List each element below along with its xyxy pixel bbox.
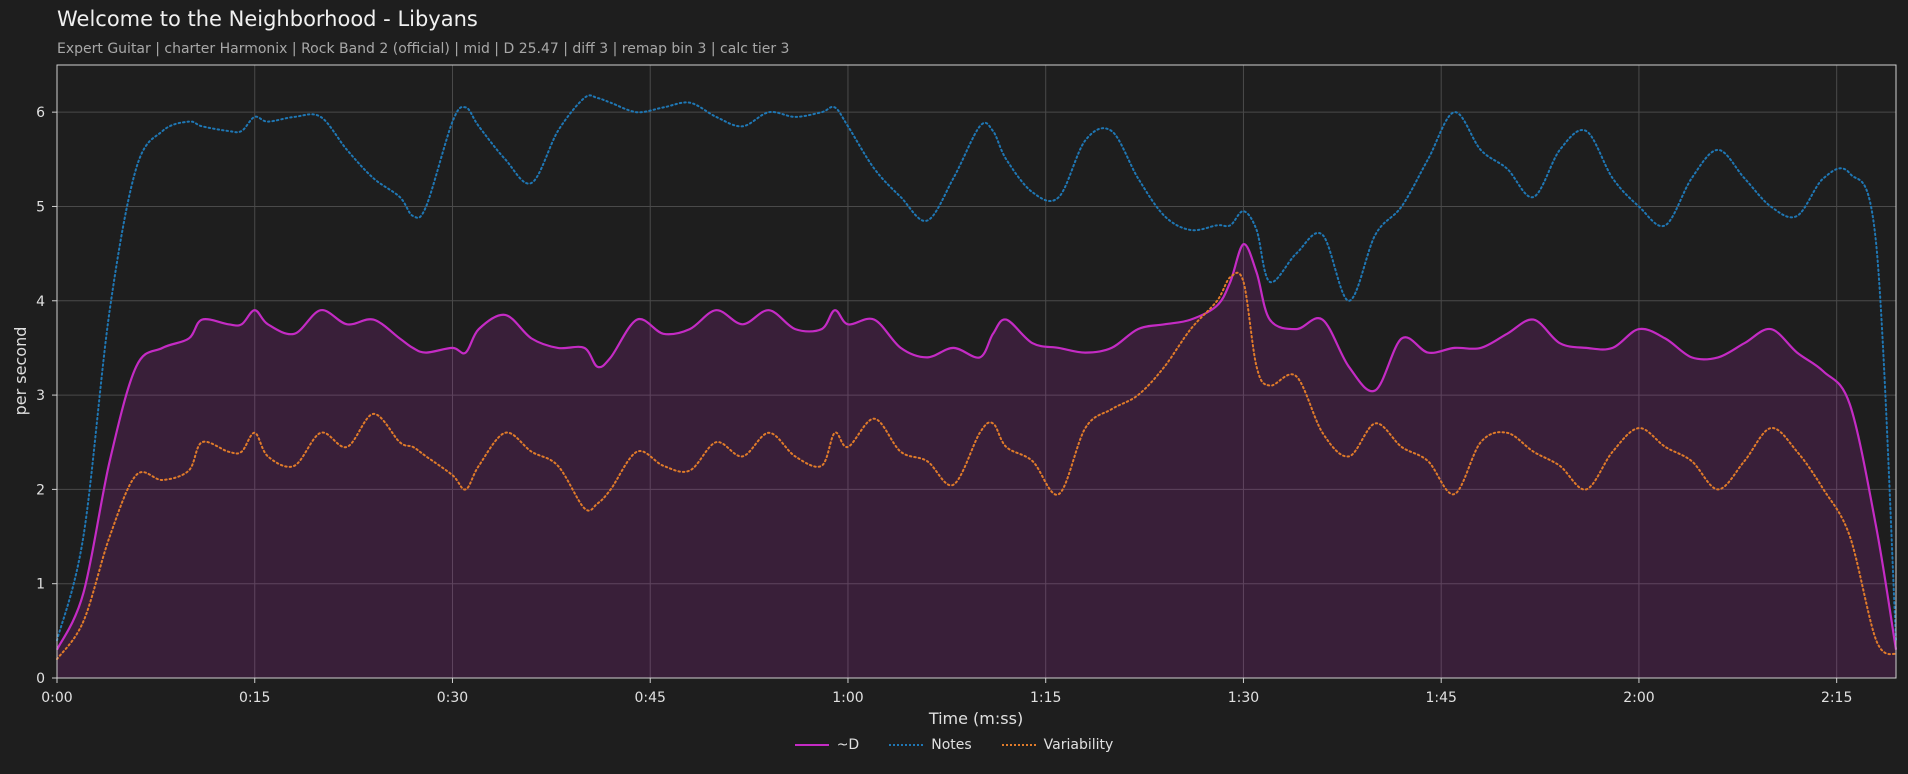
x-tick-label: 2:15: [1821, 690, 1852, 706]
x-axis-ticks: 0:00 0:15 0:30 0:45 1:00 1:15 1:30 1:45 2:00 2:15: [41, 678, 1852, 706]
series-line-d: [56, 243, 1898, 651]
x-tick-label: 1:30: [1228, 690, 1259, 706]
x-axis-label: Time (m:ss): [928, 709, 1023, 728]
line-chart: 0:00 0:15 0:30 0:45 1:00 1:15 1:30 1:45 2:00 2:15…: [11, 64, 1898, 728]
x-tick-label: 2:00: [1623, 690, 1654, 706]
y-tick-label: 3: [36, 388, 45, 404]
y-axis-ticks: 0 1 2 3 4 5 6: [36, 105, 57, 687]
chart-subtitle: Expert Guitar | charter Harmonix | Rock …: [57, 41, 790, 57]
x-tick-label: 1:00: [832, 690, 863, 706]
chart-title: Welcome to the Neighborhood - Libyans: [57, 7, 478, 31]
y-tick-label: 4: [36, 294, 45, 310]
y-tick-label: 2: [36, 482, 45, 498]
plot-background: [57, 65, 1896, 678]
y-tick-label: 1: [36, 577, 45, 593]
legend-label-variability: Variability: [1043, 737, 1114, 753]
series-line-variability: [56, 271, 1897, 661]
legend-swatch-variability: [1001, 744, 1036, 746]
legend-label-notes: Notes: [931, 737, 972, 753]
y-tick-label: 0: [36, 671, 45, 687]
x-tick-label: 0:15: [239, 690, 270, 706]
y-tick-label: 5: [36, 199, 45, 215]
legend-item-d: ~D: [794, 737, 860, 753]
legend-swatch-d: [794, 744, 829, 746]
x-tick-label: 1:15: [1030, 690, 1061, 706]
legend-item-variability: Variability: [1001, 737, 1114, 753]
legend-item-notes: Notes: [889, 737, 972, 753]
legend-swatch-notes: [889, 744, 924, 746]
x-tick-label: 0:30: [437, 690, 468, 706]
plot-frame: [56, 64, 1897, 679]
x-tick-label: 0:45: [634, 690, 665, 706]
x-tick-label: 0:00: [41, 690, 72, 706]
legend: ~D Notes Variability: [0, 737, 1908, 753]
y-tick-label: 6: [36, 105, 45, 121]
series-lines: [56, 94, 1898, 661]
x-tick-label: 1:45: [1425, 690, 1456, 706]
y-axis-label: per second: [11, 327, 30, 416]
series-line-notes: [56, 94, 1897, 642]
legend-label-d: ~D: [836, 737, 860, 753]
